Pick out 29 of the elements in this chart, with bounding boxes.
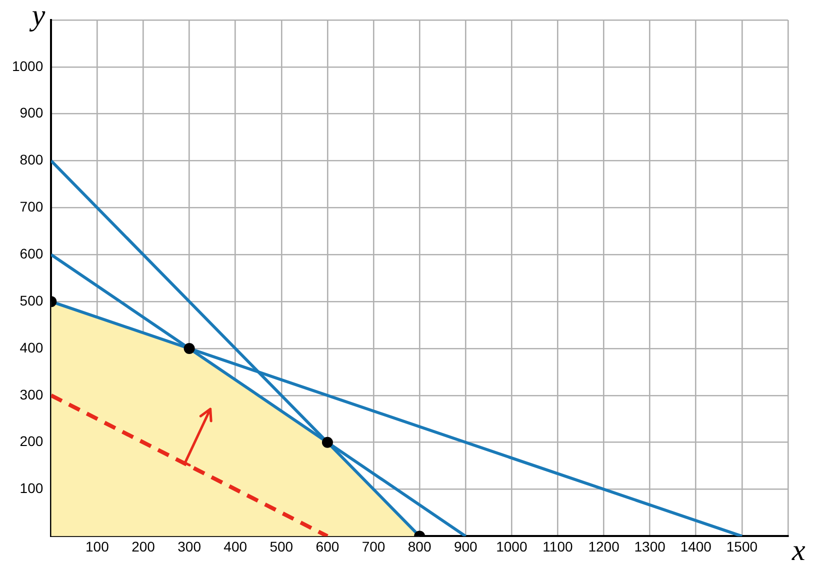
x-tick-label: 300: [178, 538, 202, 554]
y-tick-label: 200: [20, 433, 44, 450]
x-tick-label: 1400: [680, 538, 712, 554]
x-tick-label: 900: [454, 538, 478, 554]
x-tick-label: 400: [224, 538, 248, 554]
x-tick-label: 500: [270, 538, 294, 554]
x-tick-label: 1300: [634, 538, 666, 554]
y-tick-label: 400: [20, 339, 44, 356]
x-tick-label: 200: [132, 538, 156, 554]
y-tick-label: 900: [20, 104, 44, 121]
y-tick-label: 1000: [12, 58, 44, 74]
x-tick-label: 700: [362, 538, 386, 554]
y-tick-label: 800: [20, 152, 44, 168]
y-tick-label: 500: [20, 292, 44, 308]
x-tick-label: 100: [86, 538, 110, 554]
point: [322, 436, 333, 448]
y-tick-label: 300: [20, 386, 44, 402]
x-tick-label: 1100: [542, 538, 573, 554]
x-tick-label: 1000: [496, 538, 528, 554]
point: [184, 342, 195, 354]
x-tick-label: 800: [408, 538, 432, 554]
x-axis-title: x: [791, 534, 806, 563]
x-tick-label: 1200: [588, 538, 620, 554]
y-axis-title: y: [28, 0, 46, 32]
y-tick-label: 700: [20, 198, 44, 215]
x-tick-label: 600: [316, 538, 340, 554]
y-tick-label: 600: [20, 245, 44, 262]
y-tick-label: 100: [20, 480, 44, 496]
x-tick-label: 1500: [726, 538, 758, 554]
